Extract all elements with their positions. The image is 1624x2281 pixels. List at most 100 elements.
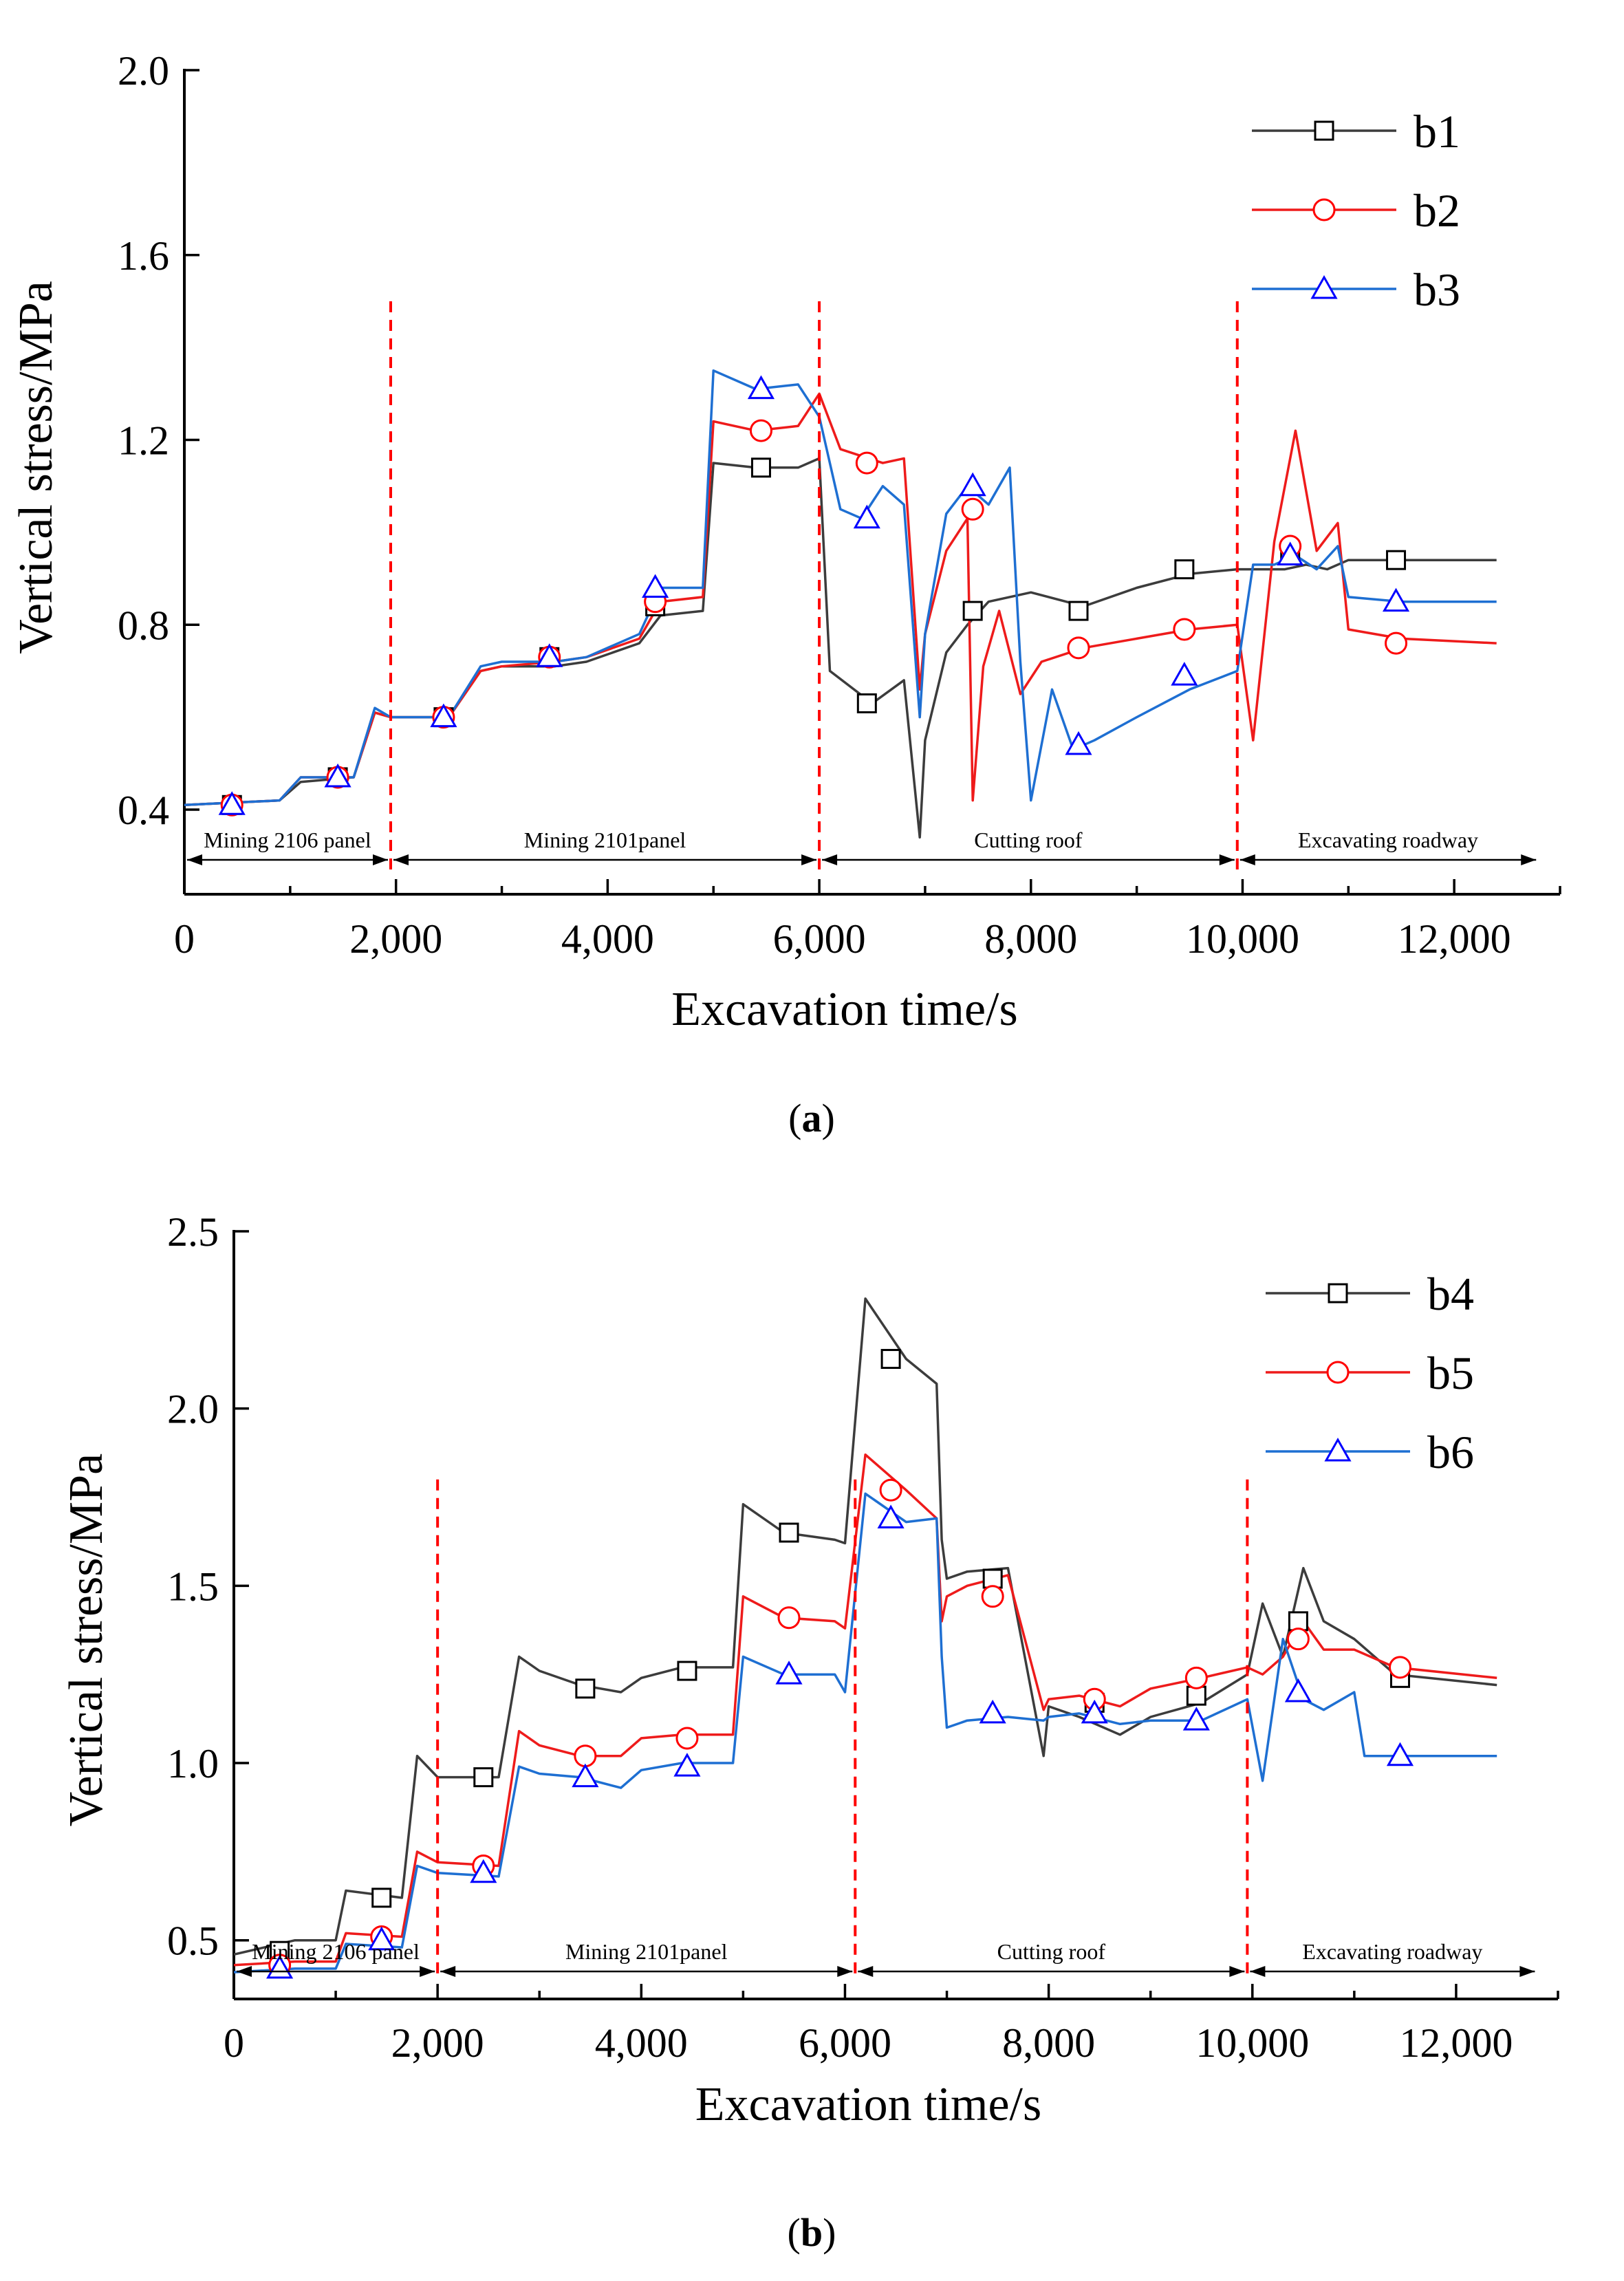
legend-label-b1: b1	[1414, 105, 1460, 158]
data-marker-b3	[1382, 587, 1410, 612]
y-tick-label: 1.2	[118, 418, 169, 464]
legend-label-b6: b6	[1427, 1426, 1474, 1478]
legend-marker-b2	[1312, 198, 1336, 221]
data-marker-b5	[1184, 1666, 1208, 1689]
x-tick-label: 4,000	[561, 916, 654, 962]
y-tick-label: 0.4	[118, 788, 169, 833]
data-marker-b6	[877, 1504, 905, 1528]
phase-label: Excavating roadway	[1298, 828, 1478, 852]
data-marker-b4	[1288, 1611, 1308, 1632]
data-marker-b6	[1081, 1699, 1108, 1724]
data-marker-b3	[642, 574, 669, 598]
data-marker-b2	[961, 497, 984, 521]
data-marker-b5	[981, 1585, 1004, 1608]
data-marker-b3	[536, 643, 563, 667]
arrowhead	[1519, 1966, 1535, 1977]
data-marker-b1	[856, 693, 877, 713]
x-tick-label: 10,000	[1186, 916, 1299, 962]
legend-label-b4: b4	[1427, 1268, 1474, 1320]
x-axis-title: Excavation time/s	[671, 983, 1017, 1036]
chart-panel-b: 0.5 1.0 1.5 2.0 2.5 0 2,000 4,000 6,000 8,000 10,0…	[60, 1209, 1559, 2255]
arrowhead	[801, 854, 817, 865]
legend-label-b5: b5	[1427, 1347, 1474, 1399]
data-marker-b1	[1068, 601, 1089, 621]
legend-label-b2: b2	[1414, 184, 1460, 237]
data-marker-b3	[324, 763, 351, 788]
x-tick-label: 6,000	[799, 2020, 891, 2066]
arrowhead	[237, 1966, 252, 1977]
panel-caption: (a)	[788, 1096, 835, 1140]
legend-marker-b3	[1310, 274, 1338, 299]
series-line-b2	[184, 392, 1497, 807]
data-marker-b1	[750, 457, 771, 478]
phase-label: Mining 2106 panel	[204, 828, 371, 852]
data-marker-b6	[979, 1699, 1006, 1724]
data-marker-b5	[777, 1606, 801, 1630]
data-marker-b3	[959, 472, 986, 497]
data-marker-b6	[1386, 1742, 1414, 1766]
y-tick-label: 1.5	[167, 1564, 219, 1609]
data-marker-b4	[371, 1888, 392, 1908]
arrowhead	[393, 854, 409, 865]
data-marker-b3	[747, 375, 775, 400]
x-tick-label: 0	[174, 916, 195, 962]
data-marker-b4	[473, 1767, 494, 1788]
data-marker-b5	[1286, 1628, 1310, 1651]
data-marker-b6	[775, 1661, 803, 1685]
arrowhead	[1229, 1966, 1245, 1977]
data-marker-b6	[1182, 1707, 1210, 1731]
data-marker-b6	[1284, 1678, 1312, 1702]
legend-marker-b1	[1314, 120, 1334, 141]
x-tick-label: 6,000	[773, 916, 866, 962]
data-marker-b1	[1174, 559, 1195, 580]
data-marker-b6	[470, 1859, 497, 1883]
data-marker-b1	[1386, 550, 1407, 570]
data-marker-b6	[673, 1753, 701, 1777]
phase-label: Mining 2101panel	[524, 828, 686, 852]
data-marker-b4	[1186, 1685, 1206, 1706]
data-marker-b1	[962, 601, 983, 621]
y-tick-label: 2.0	[167, 1387, 219, 1432]
data-marker-b3	[430, 703, 457, 728]
x-tick-label: 12,000	[1398, 916, 1511, 962]
data-marker-b3	[1277, 541, 1304, 565]
data-marker-b6	[266, 1954, 294, 1979]
legend-marker-b5	[1326, 1361, 1350, 1384]
legend-marker-b4	[1328, 1283, 1348, 1304]
y-axis-title: Vertical stress/MPa	[60, 1453, 113, 1826]
data-marker-b3	[1171, 662, 1198, 686]
data-marker-b5	[675, 1727, 699, 1750]
phase-label: Cutting roof	[974, 828, 1083, 852]
arrowhead	[1250, 1966, 1266, 1977]
x-tick-label: 0	[224, 2020, 244, 2066]
x-tick-label: 12,000	[1399, 2020, 1513, 2066]
y-tick-label: 1.6	[118, 233, 169, 279]
data-marker-b3	[853, 504, 880, 529]
data-marker-b3	[1065, 731, 1092, 755]
arrowhead	[858, 1966, 874, 1977]
data-marker-b4	[575, 1678, 596, 1699]
series-line-b4	[233, 1297, 1497, 1956]
x-tick-label: 8,000	[984, 916, 1077, 962]
data-marker-b4	[982, 1568, 1003, 1589]
data-marker-b2	[1385, 631, 1408, 655]
data-marker-b4	[880, 1349, 901, 1370]
arrowhead	[440, 1966, 456, 1977]
y-tick-label: 0.5	[167, 1918, 219, 1964]
arrowhead	[373, 854, 388, 865]
arrowhead	[837, 1966, 853, 1977]
x-tick-label: 4,000	[595, 2020, 688, 2066]
series-line-b5	[233, 1453, 1497, 1967]
series-line-b3	[184, 369, 1497, 807]
data-marker-b5	[879, 1478, 902, 1502]
data-marker-b5	[574, 1744, 597, 1768]
data-marker-b4	[779, 1522, 799, 1543]
y-tick-label: 0.8	[118, 603, 169, 648]
phase-label: Cutting roof	[997, 1939, 1106, 1964]
data-marker-b4	[677, 1661, 697, 1681]
arrowhead	[1239, 854, 1255, 865]
y-tick-label: 2.5	[167, 1209, 219, 1255]
arrowhead	[187, 854, 202, 865]
data-marker-b2	[749, 419, 772, 442]
